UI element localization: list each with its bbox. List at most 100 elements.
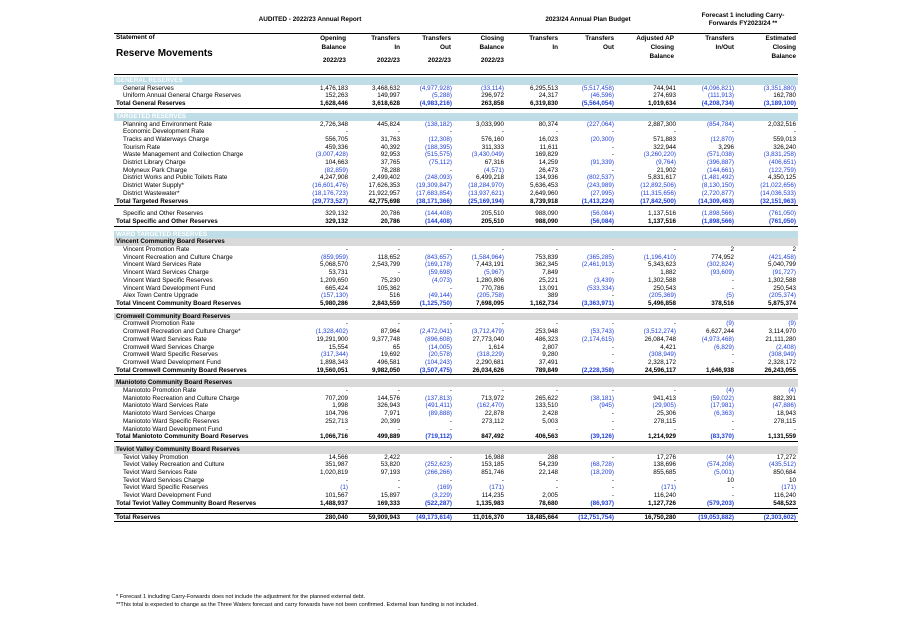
cell-value: 6,295,513 [529,84,558,92]
cell-value: 326,240 [773,143,797,151]
table-row: Maniototo Ward Services Rate 1,998 326,943… [114,402,798,410]
cell-value: (14,005) [428,343,452,351]
cell-value: (5,001) [714,469,734,477]
cell-value: 2,726,348 [319,120,348,128]
cell-value: (47,886) [772,402,797,410]
cell-value: 40,392 [380,143,400,151]
cell-value: 1,898,343 [319,358,348,366]
cell-value: 20,399 [380,417,400,425]
cell-value: - [611,417,614,425]
cell-value: 1,628,446 [298,100,350,109]
cell-value: 16,988 [484,453,504,461]
cell-value: (46,596) [590,92,614,100]
row-label: Vincent Promotion Rate [123,246,190,254]
cell-value: 4,247,908 [319,174,348,182]
cell-value: 2,649,960 [529,189,558,197]
cell-value: - [611,387,614,395]
cell-value: - [501,320,504,328]
cell-value: (33,114) [481,84,504,92]
cell-value: 250,543 [773,284,797,292]
cell-value: - [731,417,734,425]
cell-value: (3,512,274) [643,328,676,336]
cell-value: 17,272 [776,453,797,461]
table-row: Vincent Ward Development Fund 665,424 105,… [114,285,798,293]
cell-value: 351,987 [325,461,348,469]
cell-value: 105,362 [377,284,400,292]
cell-value: (3,351,880) [763,84,797,92]
cell-value: (12,870) [710,135,734,143]
header-rule-top [114,33,798,34]
report-header: AUDITED - 2022/23 Annual Report 2023/24 … [0,0,907,34]
table-row: Teviot Ward Development Fund 101,567 15,89… [114,492,798,500]
table-row: Economic Development Rate - - - - - - - - - [114,128,798,136]
cell-value: (86,937) [560,499,616,509]
cell-value: 162,780 [773,92,797,100]
cell-value: (2,472,041) [419,328,452,336]
table-row: District Wastewater* (18,176,723) 21,922,9… [114,190,798,198]
cell-value: 559,013 [773,135,797,143]
total-row: Total Cromwell Community Board Reserves 1… [114,366,799,376]
cell-value: 548,523 [736,499,799,509]
cell-value: 265,622 [535,394,558,402]
cell-value: 665,424 [325,284,348,292]
cell-value: 17,626,353 [368,182,400,190]
cell-value: 152,263 [325,92,348,100]
cell-value: (39,126) [560,433,616,442]
cell-value: 133,510 [535,402,558,410]
plan-header: 2023/24 Annual Plan Budget [545,16,631,23]
table-row: Planning and Environment Rate 2,726,348 44… [114,121,798,129]
cell-value: - [449,246,452,254]
cell-value: (302,824) [707,261,734,269]
cell-value: (122,759) [769,166,797,174]
cell-value: (252,623) [425,461,452,469]
row-label: Waste Management and Collection Charge [123,151,244,159]
cell-value: - [345,320,348,328]
row-label: District Works and Public Toilets Rate [123,174,228,182]
cell-value: - [731,284,734,292]
cell-value: (144,408) [402,217,454,227]
cell-value: - [501,128,504,136]
cell-value: (4,096,821) [701,84,734,92]
cell-value: (4,073) [432,276,452,284]
cell-value: 19,692 [380,351,400,359]
subsection-header: Vincent Community Board Reserves [114,238,799,247]
cell-value: 362,345 [535,261,558,269]
footnote-1: * Forecast 1 including Carry-Forwards do… [116,594,366,600]
cell-value: 2,328,172 [647,358,676,366]
row-label: Maniototo Ward Services Rate [123,402,209,410]
cell-value: (318,229) [477,351,504,359]
cell-value: (137,813) [425,394,452,402]
cell-value: (1) [340,484,348,492]
cell-value: - [449,453,452,461]
cell-value: (93,609) [710,269,734,277]
cell-value: 20,786 [380,210,400,218]
total-row: Total Vincent Community Board Reserves 5,… [114,299,799,309]
table-row: Maniototo Ward Specific Reserves 252,713 2… [114,418,798,426]
cell-value: 114,235 [481,492,504,500]
cell-value: 18,943 [776,410,797,418]
col-adjusted-ap: Adjusted AP Closing Balance [636,35,674,60]
grand-total-row: Total Reserves 280,040 59,909,943 (49,173,6… [114,512,799,523]
cell-value: (83,370) [678,433,736,442]
cell-value: 2,422 [384,453,400,461]
row-label: Total Reserves [114,512,298,523]
cell-value: 2,005 [542,492,558,500]
forecast-header: Forecast 1 including Carry-Forwards FY20… [701,12,785,27]
cell-value: 169,333 [350,499,402,509]
cell-value: (574,208) [707,461,734,469]
col-plan-in: Transfers In [529,35,558,51]
cell-value: - [673,246,676,254]
cell-value: 1,488,937 [298,499,350,509]
cell-value: (4,983,216) [402,100,454,109]
cell-value: (719,112) [402,433,454,442]
cell-value: - [397,320,400,328]
cell-value: - [397,425,400,433]
cell-value: 1,646,938 [678,366,736,376]
cell-value: - [555,387,558,395]
cell-value: 92,953 [380,151,400,159]
cell-value: 1,476,183 [319,84,348,92]
cell-value: 252,713 [325,417,348,425]
cell-value: (266,266) [425,469,452,477]
cell-value: 855,685 [653,469,676,477]
row-label: Teviot Ward Services Rate [123,469,197,477]
